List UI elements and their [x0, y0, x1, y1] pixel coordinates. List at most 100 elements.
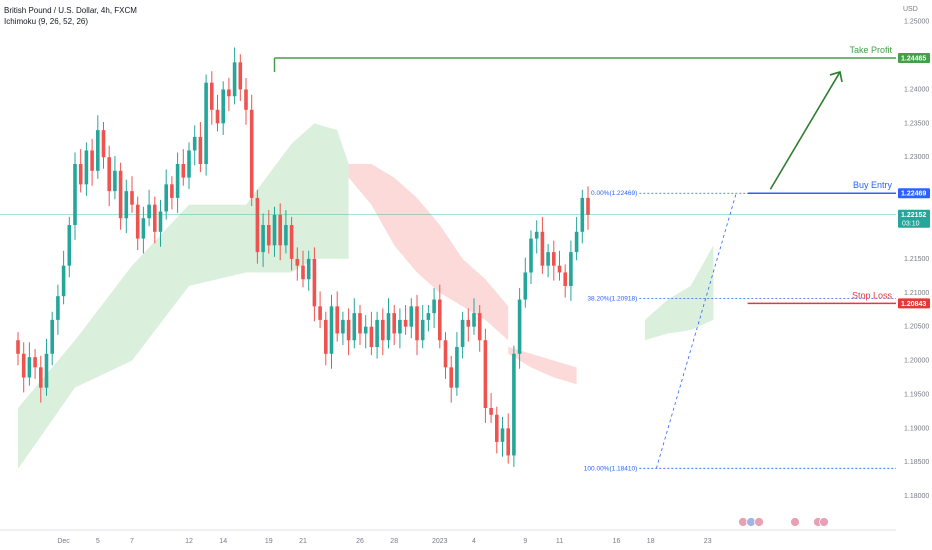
candle-body [284, 225, 288, 246]
price-tick-label: 1.20500 [904, 324, 929, 331]
candle-body [16, 340, 20, 354]
time-tick-label: 16 [613, 538, 621, 545]
candle-body [352, 313, 357, 341]
candle-body [73, 164, 77, 226]
economic-events[interactable] [738, 517, 829, 527]
candle-body [432, 299, 436, 314]
time-tick-label: 9 [523, 538, 527, 545]
candle-body [33, 357, 37, 368]
candlestick-series [16, 47, 590, 467]
candle-body [107, 157, 111, 192]
candle-body [306, 258, 311, 280]
candle-body [249, 109, 254, 198]
stop-loss-label: Stop Loss [852, 290, 893, 300]
time-tick-label: 11 [556, 538, 563, 545]
candle-body [289, 225, 294, 259]
time-tick-label: 26 [356, 538, 364, 545]
take-profit-tag-bg [898, 52, 930, 63]
candle-body [192, 136, 197, 151]
price-tick-label: 1.24000 [904, 86, 929, 93]
price-tick-label: 1.23000 [904, 154, 929, 161]
candle-body [198, 136, 203, 165]
indicator-label[interactable]: Ichimoku (9, 26, 52, 26) [4, 17, 89, 26]
candle-body [346, 319, 351, 341]
candle-body [170, 184, 174, 198]
event-flag-icon [754, 517, 764, 527]
time-tick-label: 28 [390, 538, 398, 545]
time-axis[interactable]: Dec 5 7 12 14 19 21 26 28 2023 4 9 11 16 18 23 [0, 529, 932, 550]
candle-body [381, 319, 385, 341]
candle-body [529, 238, 533, 273]
candle-body [84, 150, 89, 185]
symbol-title[interactable]: British Pound / U.S. Dollar, 4h, FXCM [4, 6, 137, 15]
candle-body [506, 428, 510, 456]
last-price-tag-bg [898, 209, 930, 228]
price-tick-label: 1.19000 [904, 425, 929, 432]
ichimoku-cloud [18, 123, 714, 470]
candle-body [466, 319, 471, 327]
candle-body [483, 340, 488, 409]
candle-body [141, 218, 146, 239]
candle-body [392, 313, 396, 334]
time-tick-label: Dec [57, 538, 70, 545]
price-tick-label: 1.20000 [904, 358, 929, 365]
price-tick-label: 1.18500 [904, 459, 929, 466]
buy-entry-tag: 1.22469 [901, 191, 926, 198]
price-tick-label: 1.21500 [904, 256, 929, 263]
time-tick-label: 18 [647, 538, 655, 545]
stop-loss-tag-bg [898, 298, 930, 309]
cloud-segment [508, 347, 577, 385]
candle-body [318, 306, 322, 320]
candle-body [153, 204, 157, 232]
currency-label: USD [903, 6, 918, 13]
price-axis[interactable]: 1.25000 1.24000 1.23500 1.23000 1.21500 1.210… [896, 0, 932, 550]
candle-body [546, 252, 550, 266]
candle-body [438, 299, 442, 341]
candle-body [238, 62, 243, 90]
fib-level-label: 100.00%(1.18410) [584, 465, 638, 472]
price-tick-label: 1.19500 [904, 391, 929, 398]
candle-body [563, 272, 567, 287]
candle-body [512, 353, 516, 456]
candle-body [96, 130, 100, 171]
candle-body [358, 313, 362, 334]
candle-body [130, 191, 134, 205]
candle-body [147, 204, 151, 219]
price-tick-label: 1.21000 [904, 290, 929, 297]
candle-body [335, 306, 339, 334]
candle-body [329, 306, 334, 354]
candle-body [495, 414, 499, 442]
price-tick-label: 1.18000 [904, 493, 929, 500]
candle-body [295, 258, 300, 266]
last-price-tag: 1.22152 [901, 212, 926, 219]
candle-body [67, 225, 72, 266]
candle-body [369, 326, 374, 348]
cloud-segment [645, 245, 714, 341]
candle-body [113, 170, 117, 192]
candle-body [517, 299, 522, 354]
candle-body [398, 319, 402, 334]
candle-body [426, 313, 431, 320]
candle-body [232, 62, 237, 97]
candle-body [204, 82, 208, 165]
candle-body [324, 319, 328, 354]
chart-legend: British Pound / U.S. Dollar, 4h, FXCM Ic… [4, 5, 137, 27]
candle-body [272, 214, 277, 246]
candle-body [61, 265, 66, 297]
chart-drawings: 0.00%(1.22469) 38.20%(1.20918) 100.00%(1.1… [0, 45, 896, 472]
candle-body [175, 164, 180, 198]
price-tick-label: 1.25000 [904, 19, 929, 26]
candle-body [181, 164, 186, 178]
candle-body [477, 313, 482, 341]
time-tick-label: 5 [96, 538, 100, 545]
candle-body [50, 319, 54, 354]
candle-body [574, 231, 579, 253]
time-axis-bg [0, 530, 932, 550]
candle-body [415, 306, 419, 341]
candle-body [44, 353, 49, 388]
buy-entry-tag-bg [898, 188, 930, 199]
candle-body [124, 191, 129, 219]
candle-body [409, 306, 414, 327]
fib-level-label: 38.20%(1.20918) [587, 295, 637, 302]
